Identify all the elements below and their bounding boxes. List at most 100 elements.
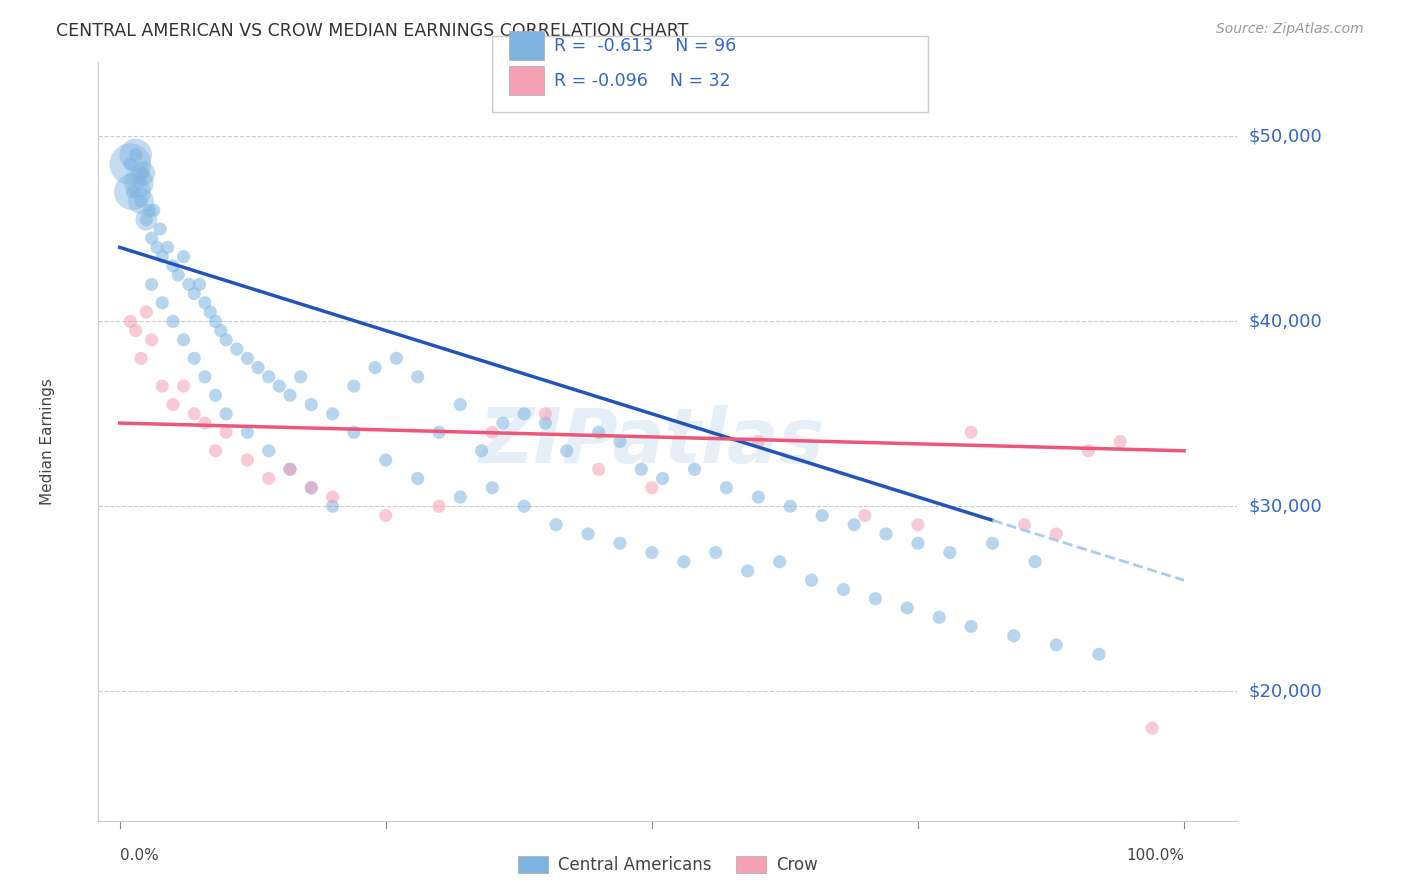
Point	[162, 398, 184, 412]
Point	[149, 222, 172, 236]
Point	[120, 314, 142, 328]
Point	[588, 425, 610, 440]
Point	[546, 517, 568, 532]
Point	[194, 416, 217, 430]
Point	[672, 555, 695, 569]
Point	[747, 490, 769, 504]
Legend: Central Americans, Crow: Central Americans, Crow	[510, 849, 825, 880]
Point	[704, 545, 727, 559]
Point	[236, 453, 259, 467]
Point	[406, 471, 429, 485]
Point	[555, 443, 578, 458]
Text: Median Earnings: Median Earnings	[39, 378, 55, 505]
Point	[204, 314, 226, 328]
Point	[141, 231, 163, 245]
Point	[907, 517, 929, 532]
Text: R =  -0.613    N = 96: R = -0.613 N = 96	[554, 37, 737, 54]
Point	[150, 296, 173, 310]
Point	[385, 351, 408, 366]
Point	[853, 508, 876, 523]
Point	[513, 500, 536, 514]
Point	[322, 490, 344, 504]
Point	[299, 481, 322, 495]
Point	[449, 490, 471, 504]
Point	[150, 379, 173, 393]
Point	[135, 305, 157, 319]
Point	[209, 324, 232, 338]
Point	[1077, 443, 1099, 458]
Point	[120, 157, 142, 171]
Point	[269, 379, 291, 393]
Text: $40,000: $40,000	[1249, 312, 1322, 330]
Point	[1002, 629, 1025, 643]
Point	[513, 407, 536, 421]
Point	[141, 333, 163, 347]
Point	[875, 527, 897, 541]
Point	[198, 305, 221, 319]
Point	[162, 314, 184, 328]
Point	[939, 545, 962, 559]
Point	[188, 277, 211, 292]
Point	[651, 471, 673, 485]
Point	[865, 591, 887, 606]
Point	[173, 333, 195, 347]
Point	[322, 407, 344, 421]
Point	[257, 369, 280, 384]
Point	[896, 601, 918, 615]
Text: CENTRAL AMERICAN VS CROW MEDIAN EARNINGS CORRELATION CHART: CENTRAL AMERICAN VS CROW MEDIAN EARNINGS…	[56, 22, 689, 40]
Point	[779, 500, 801, 514]
Point	[194, 369, 217, 384]
Point	[534, 416, 557, 430]
Point	[177, 277, 200, 292]
Point	[832, 582, 855, 597]
Point	[747, 434, 769, 449]
Point	[800, 573, 823, 587]
Point	[257, 443, 280, 458]
Text: 0.0%: 0.0%	[120, 848, 159, 863]
Point	[981, 536, 1004, 550]
Point	[183, 351, 205, 366]
Point	[716, 481, 738, 495]
Point	[1045, 527, 1067, 541]
Point	[135, 212, 157, 227]
Point	[183, 407, 205, 421]
Point	[128, 176, 150, 190]
Point	[215, 425, 238, 440]
Text: Source: ZipAtlas.com: Source: ZipAtlas.com	[1216, 22, 1364, 37]
Text: $30,000: $30,000	[1249, 497, 1322, 516]
Point	[162, 259, 184, 273]
Point	[343, 425, 366, 440]
Point	[124, 324, 146, 338]
Point	[322, 500, 344, 514]
Point	[1140, 721, 1163, 735]
Point	[630, 462, 652, 476]
Point	[641, 481, 664, 495]
Text: ZIPatlas: ZIPatlas	[479, 405, 825, 478]
Point	[142, 203, 165, 218]
Point	[449, 398, 471, 412]
Point	[1045, 638, 1067, 652]
Text: $20,000: $20,000	[1249, 682, 1322, 700]
Point	[960, 425, 983, 440]
Point	[129, 194, 152, 208]
Point	[215, 333, 238, 347]
Point	[471, 443, 494, 458]
Point	[121, 185, 143, 199]
Text: R = -0.096    N = 32: R = -0.096 N = 32	[554, 71, 731, 89]
Point	[1109, 434, 1132, 449]
Point	[167, 268, 190, 282]
Point	[641, 545, 664, 559]
Point	[609, 434, 631, 449]
Point	[481, 481, 503, 495]
Point	[278, 388, 301, 402]
Point	[138, 203, 160, 218]
Point	[183, 286, 205, 301]
Point	[534, 407, 557, 421]
Point	[236, 425, 259, 440]
Point	[928, 610, 950, 624]
Point	[204, 388, 226, 402]
Point	[427, 425, 450, 440]
Point	[907, 536, 929, 550]
Point	[124, 148, 146, 162]
Point	[247, 360, 270, 375]
